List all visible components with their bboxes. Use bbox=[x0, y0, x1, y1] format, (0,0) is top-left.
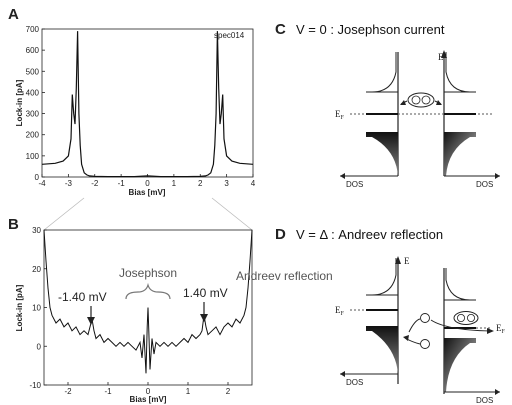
panel-letter-a: A bbox=[8, 6, 19, 23]
chart-b-series-line bbox=[43, 229, 253, 374]
c-electron-2-icon bbox=[421, 95, 431, 105]
d-left-filled-dos bbox=[366, 326, 398, 374]
c-left-upper-dos bbox=[371, 52, 397, 93]
d-electron-in-arrow bbox=[408, 318, 421, 333]
x-tick-label: 4 bbox=[251, 179, 256, 188]
y-tick-label: -10 bbox=[29, 381, 41, 390]
y-tick-label: 0 bbox=[37, 342, 42, 351]
c-electron-1-icon bbox=[411, 95, 421, 105]
zoom-line-right bbox=[211, 197, 253, 231]
panel-letter-b: B bbox=[8, 216, 19, 233]
x-tick-label: 0 bbox=[146, 387, 151, 396]
c-right-dos-label: DOS bbox=[476, 180, 493, 189]
panel-d-title: V = Δ : Andreev reflection bbox=[296, 227, 443, 242]
d-pair-transfer-arrow bbox=[430, 319, 491, 332]
c-right-upper-dos bbox=[445, 52, 471, 93]
d-right-dos-label: DOS bbox=[476, 396, 493, 405]
d-electron-pair-2-icon bbox=[466, 313, 475, 322]
x-tick-label: -1 bbox=[104, 387, 112, 396]
chart-b-josephson-label: Josephson bbox=[119, 266, 177, 280]
y-tick-label: 600 bbox=[26, 46, 40, 55]
diagram-d: E DOS DOS EF EF bbox=[335, 256, 506, 405]
zoom-line-left bbox=[43, 197, 85, 231]
y-tick-label: 700 bbox=[26, 25, 40, 34]
c-energy-label: E bbox=[438, 52, 444, 62]
panel-letter-c: C bbox=[275, 21, 286, 38]
chart-a-ylabel: Lock-in [pA] bbox=[15, 79, 24, 126]
x-tick-label: -2 bbox=[64, 387, 72, 396]
chart-b-xlabel: Bias [mV] bbox=[130, 395, 167, 404]
x-tick-label: 2 bbox=[226, 387, 231, 396]
pos-bias-arrowhead bbox=[200, 314, 208, 322]
d-electron-pair-1-icon bbox=[456, 313, 465, 322]
d-hole-icon bbox=[420, 339, 430, 349]
c-arrowhead-left bbox=[400, 100, 406, 105]
josephson-brace bbox=[125, 282, 171, 300]
d-left-dos-label: DOS bbox=[346, 378, 363, 387]
x-tick-label: -1 bbox=[118, 179, 126, 188]
d-right-fermi-label: EF bbox=[496, 323, 506, 335]
x-tick-label: 1 bbox=[186, 387, 191, 396]
y-tick-label: 300 bbox=[26, 110, 40, 119]
c-fermi-label: EF bbox=[335, 109, 345, 121]
x-tick-label: 1 bbox=[172, 179, 177, 188]
d-hole-arrowhead bbox=[403, 335, 409, 341]
c-right-filled-dos bbox=[444, 132, 476, 176]
d-left-dos-arrow bbox=[340, 371, 345, 377]
y-tick-label: 500 bbox=[26, 67, 40, 76]
y-tick-label: 30 bbox=[32, 226, 41, 235]
y-tick-label: 200 bbox=[26, 131, 40, 140]
chart-a-xlabel: Bias [mV] bbox=[129, 188, 166, 197]
chart-a-series-line bbox=[41, 31, 254, 178]
d-right-filled-dos bbox=[444, 338, 476, 392]
c-left-dos-arrow bbox=[340, 173, 345, 179]
c-left-dos-label: DOS bbox=[346, 180, 363, 189]
panel-c-title: V = 0 : Josephson current bbox=[296, 22, 445, 37]
panel-letter-d: D bbox=[275, 226, 286, 243]
d-fermi-label: EF bbox=[335, 305, 345, 317]
chart-b-neg-bias-label: -1.40 mV bbox=[58, 290, 107, 304]
x-tick-label: 3 bbox=[224, 179, 229, 188]
y-tick-label: 100 bbox=[26, 152, 40, 161]
x-tick-label: -2 bbox=[91, 179, 99, 188]
d-electron-icon bbox=[420, 313, 430, 323]
chart-a-frame bbox=[41, 28, 254, 178]
neg-bias-arrowhead bbox=[87, 317, 95, 325]
x-tick-label: -3 bbox=[65, 179, 73, 188]
diagram-c: DOS E DOS EF bbox=[335, 50, 500, 189]
d-right-dos-arrow bbox=[495, 389, 500, 395]
chart-a: -4 -3 -2 -1 0 1 2 3 4 0 100 200 300 400 500 600 700 spe… bbox=[15, 25, 256, 197]
chart-a-annotation: spec014 bbox=[214, 31, 245, 40]
y-tick-label: 10 bbox=[32, 304, 41, 313]
chart-b-andreev-label: Andreev reflection bbox=[236, 269, 333, 283]
d-pair-transfer-arrowhead bbox=[487, 328, 494, 334]
x-tick-label: 2 bbox=[198, 179, 203, 188]
chart-b-pos-bias-label: 1.40 mV bbox=[183, 286, 228, 300]
c-left-filled-dos bbox=[366, 132, 398, 176]
d-energy-label: E bbox=[404, 256, 410, 266]
x-tick-label: 0 bbox=[145, 179, 150, 188]
c-arrowhead-right bbox=[436, 100, 442, 105]
y-tick-label: 400 bbox=[26, 88, 40, 97]
y-tick-label: 20 bbox=[32, 265, 41, 274]
y-tick-label: 0 bbox=[35, 173, 40, 182]
c-right-dos-arrow bbox=[495, 173, 500, 179]
d-left-upper-dos bbox=[371, 258, 397, 296]
x-tick-label: -4 bbox=[38, 179, 46, 188]
d-right-upper-dos bbox=[445, 268, 471, 301]
chart-b-ylabel: Lock-in [pA] bbox=[15, 284, 24, 331]
